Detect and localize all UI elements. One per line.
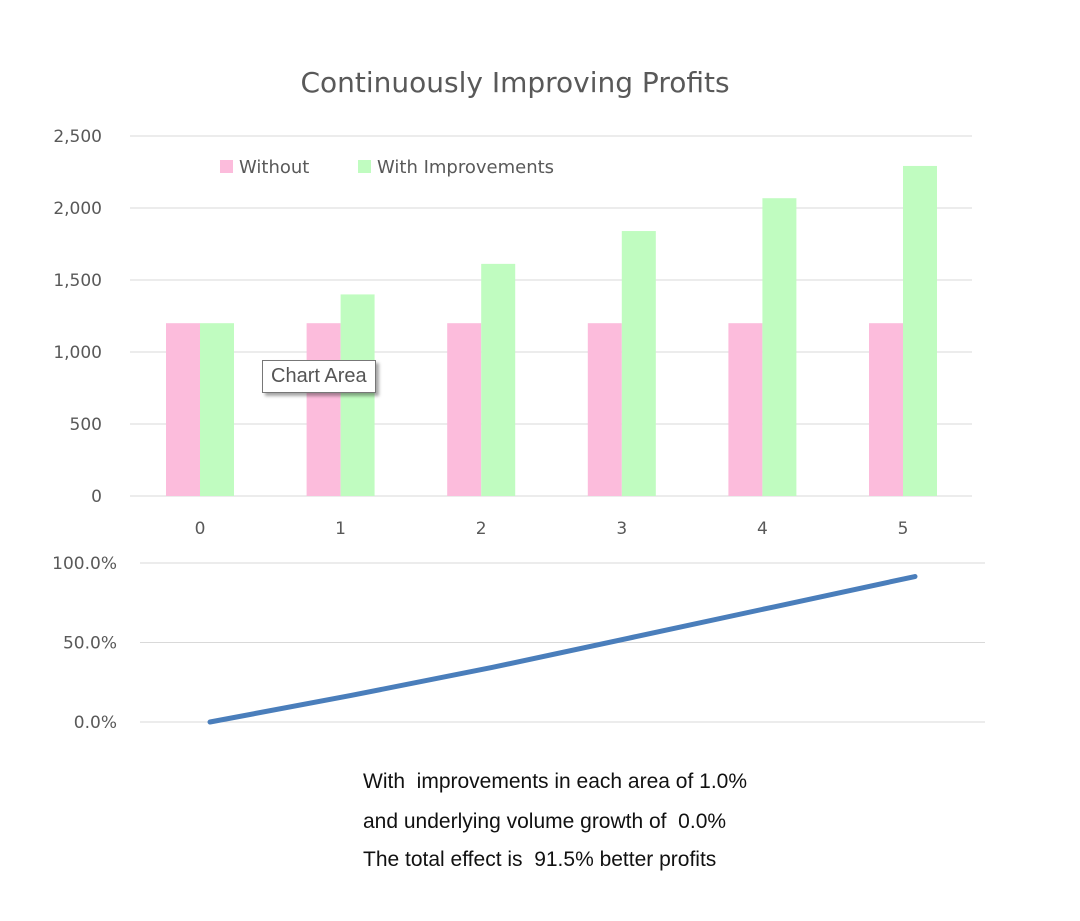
- bar-with-improvements: [200, 323, 234, 496]
- bar-without: [447, 323, 482, 496]
- bar-with-improvements: [340, 294, 375, 496]
- y-tick-label: 0: [91, 487, 102, 507]
- line-series: [207, 574, 918, 725]
- bar-with-improvements: [621, 231, 656, 497]
- y2-tick-label: 0.0%: [74, 713, 117, 733]
- y2-tick-label: 50.0%: [63, 634, 117, 654]
- bar-without: [869, 323, 903, 496]
- x-tick-label: 1: [335, 519, 346, 539]
- x-tick-label: 3: [616, 519, 627, 539]
- x-tick-label: 4: [757, 519, 768, 539]
- legend-label: Without: [239, 157, 309, 178]
- bar-without: [587, 323, 622, 496]
- note-line-3: The total effect is 91.5% better profits: [363, 848, 717, 871]
- note-line-1: With improvements in each area of 1.0%: [363, 770, 748, 793]
- x-tick-label: 0: [195, 519, 206, 539]
- y-tick-label: 1,500: [53, 271, 102, 291]
- y2-tick-label: 100.0%: [52, 554, 117, 574]
- note-line-2: and underlying volume growth of 0.0%: [363, 810, 727, 833]
- bar-with-improvements: [903, 165, 937, 496]
- chart-title: Continuously Improving Profits: [300, 66, 729, 99]
- chart-area-tooltip: Chart Area: [262, 360, 376, 393]
- y-tick-label: 2,000: [53, 199, 102, 219]
- x-tick-label: 5: [898, 519, 909, 539]
- y-tick-label: 2,500: [53, 127, 102, 147]
- y-tick-label: 1,000: [53, 343, 102, 363]
- legend-label: With Improvements: [377, 157, 554, 178]
- bar-without: [166, 323, 200, 496]
- bar-without: [306, 323, 341, 496]
- legend-swatch: [358, 160, 371, 173]
- y-tick-label: 500: [70, 415, 102, 435]
- legend-swatch: [220, 160, 233, 173]
- bar-with-improvements: [762, 198, 797, 496]
- bar-with-improvements: [481, 263, 516, 496]
- bar-without: [728, 323, 763, 496]
- x-tick-label: 2: [476, 519, 487, 539]
